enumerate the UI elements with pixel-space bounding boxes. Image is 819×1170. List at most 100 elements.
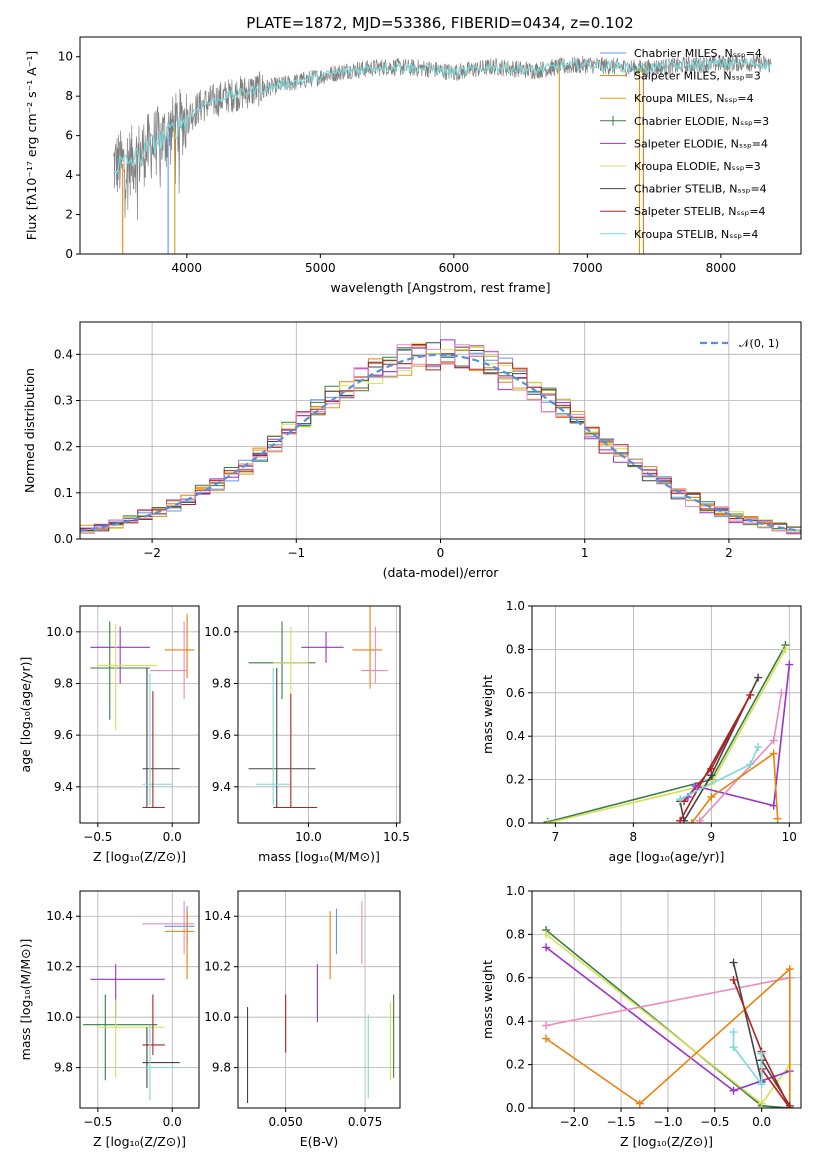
x-tick-label: 7000 xyxy=(572,261,603,275)
x-tick-label: 0.0 xyxy=(163,1115,182,1129)
y-tick-label: 10.0 xyxy=(204,625,231,639)
y-tick-label: 10.0 xyxy=(46,1010,73,1024)
plot-area xyxy=(82,901,195,1101)
y-axis-label: mass [log₁₀(M/M⊙)] xyxy=(18,939,33,1061)
y-tick-label: 0.3 xyxy=(54,393,73,407)
weight-line xyxy=(679,694,752,822)
x-tick-label: 5000 xyxy=(305,261,336,275)
mass-vs-ebv-panel: 0.050 0.075 9.8 10.0 10.2 10.4 E(B-V) xyxy=(204,890,401,1149)
x-tick-label: −1.0 xyxy=(653,1115,682,1129)
x-tick-label: 10 xyxy=(782,830,797,844)
y-tick-label: 4 xyxy=(65,168,73,182)
axes-frame xyxy=(531,890,802,1109)
y-tick-label: 10.4 xyxy=(46,909,73,923)
weight-marker xyxy=(746,760,755,769)
y-tick-label: 1.0 xyxy=(506,599,525,613)
legend-entry: Chabrier STELIB, Nₛₛₚ=4 xyxy=(634,183,767,196)
y-tick-label: 10 xyxy=(58,50,73,64)
y-axis-label: Flux [fλ10⁻¹⁷ erg cm⁻² s⁻¹ A⁻¹] xyxy=(24,51,39,240)
weight-marker xyxy=(676,816,685,823)
y-tick-label: 0.8 xyxy=(506,642,525,656)
y-tick-label: 9.4 xyxy=(54,780,73,794)
plot-area xyxy=(80,339,801,535)
weight-line xyxy=(687,664,791,807)
x-tick-label: −0.5 xyxy=(700,1115,729,1129)
y-tick-label: 0.4 xyxy=(54,347,73,361)
x-tick-label: 0.075 xyxy=(348,1115,382,1129)
weight-marker xyxy=(542,1021,551,1030)
legend-entry: Salpeter ELODIE, Nₛₛₚ=4 xyxy=(634,137,768,150)
weight-marker xyxy=(773,814,782,823)
axes-frame xyxy=(237,605,401,824)
y-tick-label: 0.4 xyxy=(506,729,525,743)
x-tick-label: 9 xyxy=(708,830,716,844)
weight-marker xyxy=(777,688,786,697)
x-tick-label: −1 xyxy=(287,546,305,560)
x-tick-label: 0.0 xyxy=(752,1115,771,1129)
mass-vs-z-panel: −0.5 0.0 9.8 10.0 10.2 10.4 Z [log₁₀(Z/Z⊙)] mas… xyxy=(18,890,200,1149)
y-tick-label: 10.0 xyxy=(46,625,73,639)
plot-area xyxy=(112,54,772,254)
y-tick-label: 0.2 xyxy=(506,1058,525,1072)
weight-marker xyxy=(729,1086,738,1095)
y-tick-label: 2 xyxy=(65,208,73,222)
plot-area xyxy=(543,641,794,823)
axes-frame xyxy=(79,890,200,1109)
weight-marker xyxy=(785,1104,794,1108)
legend-entry: Kroupa ELODIE, Nₛₛₚ=3 xyxy=(634,160,761,173)
y-tick-label: 9.8 xyxy=(54,1061,73,1075)
y-tick-label: 10.0 xyxy=(204,1010,231,1024)
weight-marker xyxy=(691,782,700,791)
age-vs-z-panel: −0.5 0.0 9.4 9.6 9.8 10.0 Z [log₁₀(Z/Z⊙)] age [… xyxy=(18,605,200,864)
weight-marker xyxy=(676,795,685,804)
mass-weight-vs-z-panel: −2.0 −1.5 −1.0 −0.5 0.0 0.0 0.2 0.4 0.6 0.8 1.0 Z [… xyxy=(480,884,802,1149)
histogram-step-chabrier-stelib xyxy=(80,342,801,534)
y-tick-label: 0.0 xyxy=(54,532,73,546)
weight-marker xyxy=(542,930,551,939)
y-tick-label: 1.0 xyxy=(506,884,525,898)
x-tick-label: −2.0 xyxy=(560,1115,589,1129)
weight-marker xyxy=(757,1080,766,1089)
plot-area xyxy=(248,606,388,809)
legend-entry: Kroupa MILES, Nₛₛₚ=4 xyxy=(634,92,754,105)
mass-weight-vs-age-panel: 7 8 9 10 0.0 0.2 0.4 0.6 0.8 1.0 age [log₁₀(age/yr… xyxy=(480,599,802,864)
x-tick-label: 6000 xyxy=(439,261,470,275)
weight-marker xyxy=(785,965,794,974)
y-axis-label: age [log₁₀(age/yr)] xyxy=(18,657,33,773)
weight-marker xyxy=(729,975,738,984)
weight-marker xyxy=(769,749,778,758)
y-tick-label: 0.2 xyxy=(506,773,525,787)
weight-marker xyxy=(769,736,778,745)
weight-marker xyxy=(729,1028,738,1037)
weight-line xyxy=(691,752,779,823)
weight-line xyxy=(732,979,791,1108)
plot-area xyxy=(246,901,395,1103)
y-tick-label: 0 xyxy=(65,247,73,261)
y-tick-label: 0.1 xyxy=(54,486,73,500)
x-tick-label: 2 xyxy=(725,546,733,560)
y-tick-label: 0.8 xyxy=(506,927,525,941)
legend-entry: Chabrier MILES, Nₛₛₚ=4 xyxy=(634,47,762,60)
weight-marker xyxy=(695,816,704,823)
weight-marker xyxy=(781,645,790,654)
weight-marker xyxy=(754,673,763,682)
x-tick-label: 1 xyxy=(581,546,589,560)
y-tick-label: 9.6 xyxy=(212,728,231,742)
y-tick-label: 10.2 xyxy=(204,960,231,974)
x-tick-label: 8 xyxy=(630,830,638,844)
figure-title: PLATE=1872, MJD=53386, FIBERID=0434, z=0… xyxy=(246,14,633,32)
weight-marker xyxy=(754,743,763,752)
y-axis-label: mass weight xyxy=(480,960,495,1039)
x-tick-label: 7 xyxy=(552,830,560,844)
plot-area xyxy=(90,613,195,809)
y-tick-label: 0.6 xyxy=(506,686,525,700)
weight-marker xyxy=(757,1099,766,1108)
x-axis-label: Z [log₁₀(Z/Z⊙)] xyxy=(93,1134,186,1149)
y-tick-label: 0.6 xyxy=(506,971,525,985)
weight-marker xyxy=(687,819,696,823)
weight-marker xyxy=(729,1043,738,1052)
y-tick-label: 9.6 xyxy=(54,728,73,742)
x-tick-label: 10.0 xyxy=(295,830,322,844)
weight-marker xyxy=(542,1034,551,1043)
